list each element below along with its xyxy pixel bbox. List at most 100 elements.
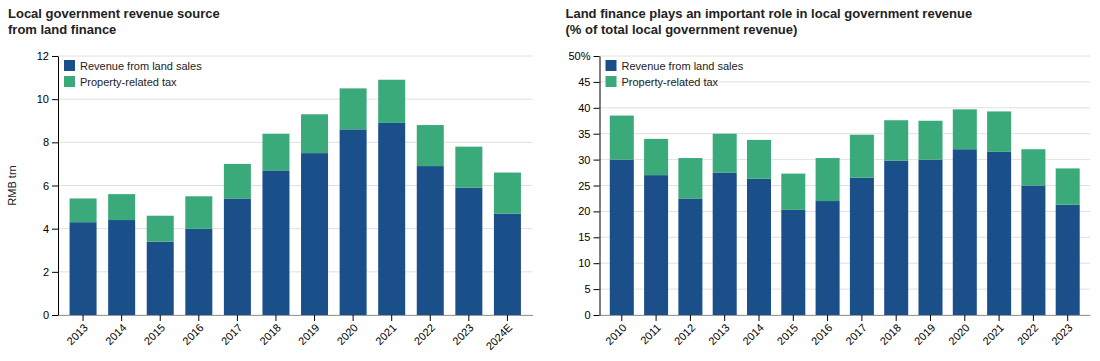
x-tick-label: 2023 (450, 321, 476, 347)
y-tick-label: 25 (578, 180, 590, 192)
x-tick: 2019 (912, 315, 938, 347)
x-tick-mark (507, 315, 508, 321)
bar (70, 222, 97, 315)
bar (678, 158, 702, 198)
x-axis-line (600, 315, 1091, 316)
x-tick: 2023 (1049, 315, 1075, 347)
bar (301, 114, 328, 153)
bar (417, 125, 444, 166)
y-tick-label: 10 (578, 257, 590, 269)
legend-label: Revenue from land sales (80, 60, 202, 72)
bar (340, 88, 367, 129)
x-tick: 2018 (877, 315, 903, 347)
y-tick-label: 35 (578, 128, 590, 140)
x-tick-mark (621, 315, 622, 321)
bar (918, 121, 942, 160)
y-tick-mark (594, 56, 600, 57)
y-tick-mark (52, 56, 58, 57)
grid-line (58, 142, 533, 143)
bar (185, 229, 212, 315)
x-tick-label: 2021 (980, 321, 1006, 347)
bar (455, 147, 482, 188)
y-tick: 45 (578, 76, 599, 88)
x-tick-mark (964, 315, 965, 321)
bar (747, 179, 771, 315)
x-tick-label: 2016 (809, 321, 835, 347)
x-tick-label: 2016 (180, 321, 206, 347)
bar (378, 80, 405, 123)
x-tick-mark (430, 315, 431, 321)
y-tick: 30 (578, 154, 599, 166)
bar (850, 135, 874, 178)
legend-item: Revenue from land sales (64, 60, 202, 72)
y-tick-mark (594, 263, 600, 264)
bar (378, 123, 405, 315)
y-tick: 4 (43, 223, 58, 235)
x-tick-label: 2017 (843, 321, 869, 347)
y-tick: 5 (584, 283, 599, 295)
x-tick: 2016 (180, 315, 206, 347)
x-tick-mark (656, 315, 657, 321)
y-tick: 10 (578, 257, 599, 269)
y-axis: 05101520253035404550% (568, 50, 600, 321)
x-axis: 2010201120122013201420152016201720182019… (600, 315, 1091, 347)
bar (678, 198, 702, 315)
y-tick: 40 (578, 102, 599, 114)
grid-line (600, 263, 1091, 264)
x-tick-mark (237, 315, 238, 321)
bar (1021, 149, 1045, 185)
x-tick-label: 2013 (706, 321, 732, 347)
bar (494, 173, 521, 214)
x-tick-mark (999, 315, 1000, 321)
grid-line (600, 133, 1091, 134)
x-tick: 2022 (411, 315, 437, 347)
bars (610, 109, 1080, 315)
x-tick: 2019 (296, 315, 322, 347)
x-tick-label: 2018 (877, 321, 903, 347)
grid (58, 56, 533, 315)
bar (987, 111, 1011, 151)
bar (224, 164, 251, 199)
legend-item: Revenue from land sales (606, 60, 744, 72)
x-tick-mark (793, 315, 794, 321)
series (70, 80, 521, 242)
y-tick-mark (52, 315, 58, 316)
bar (918, 160, 942, 315)
legend-label: Property-related tax (80, 76, 177, 88)
title: Land finance plays an important role in … (566, 6, 973, 37)
x-tick: 2020 (946, 315, 972, 347)
legend-item: Property-related tax (606, 76, 719, 88)
grid-line (600, 211, 1091, 212)
bar (340, 129, 367, 315)
y-tick-label: 30 (578, 154, 590, 166)
y-tick: 20 (578, 205, 599, 217)
bar (713, 134, 737, 173)
figure: Local government revenue sourcefrom land… (0, 0, 1100, 361)
grid-line (600, 237, 1091, 238)
x-tick-label: 2014 (740, 321, 766, 347)
bar (850, 178, 874, 315)
x-tick: 2015 (141, 315, 167, 347)
x-tick-label: 2019 (296, 321, 322, 347)
y-tick-label: 5 (584, 283, 590, 295)
y-tick-mark (52, 272, 58, 273)
y-tick-mark (594, 237, 600, 238)
x-tick-mark (121, 315, 122, 321)
grid-line (600, 107, 1091, 108)
x-tick: 2021 (373, 315, 399, 347)
y-tick-label: 8 (43, 136, 49, 148)
legend-item: Property-related tax (64, 76, 177, 88)
x-tick-mark (896, 315, 897, 321)
bar (1056, 205, 1080, 315)
bar (1056, 168, 1080, 204)
x-tick: 2022 (1015, 315, 1041, 347)
x-tick-label: 2013 (64, 321, 90, 347)
bar (644, 175, 668, 315)
x-tick-mark (353, 315, 354, 321)
legend-swatch (606, 76, 617, 87)
x-tick: 2013 (706, 315, 732, 347)
x-tick-mark (930, 315, 931, 321)
y-tick-label: 0 (584, 309, 590, 321)
y-tick-label: 6 (43, 180, 49, 192)
x-tick-label: 2022 (411, 321, 437, 347)
